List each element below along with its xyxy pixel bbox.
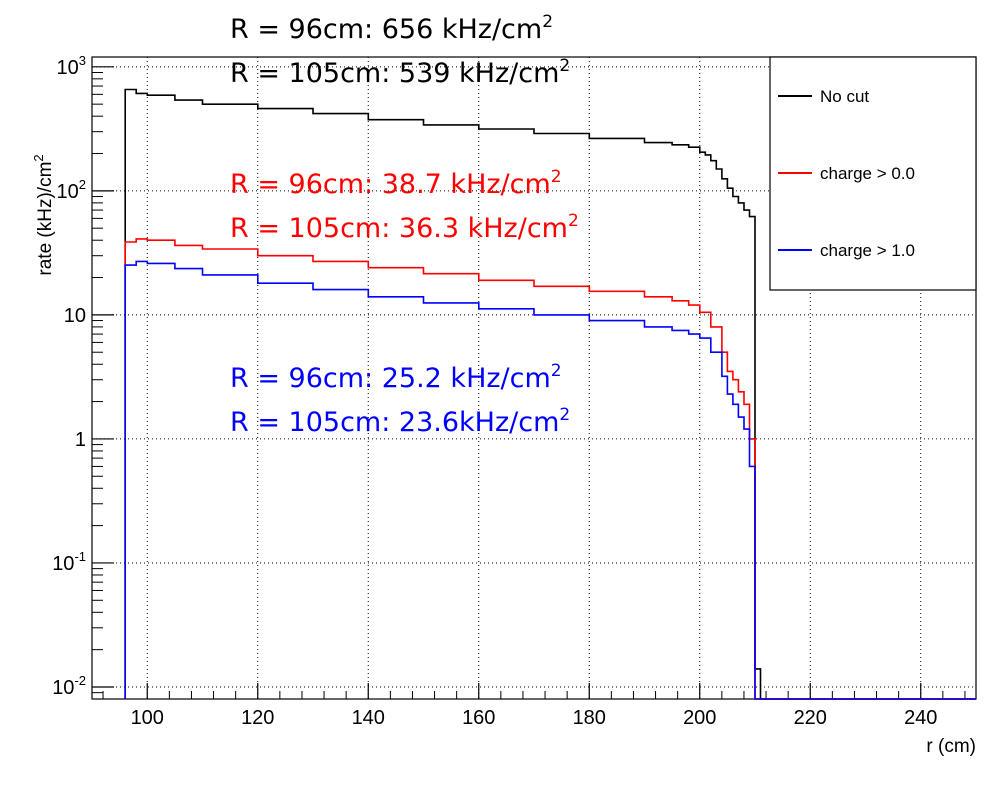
x-tick-label: 100 [131, 707, 164, 729]
annotation-text: R = 105cm: 36.3 kHz/cm2 [230, 211, 579, 244]
y-tick-label: 10 [64, 305, 86, 327]
annotation-main: R = 96cm: 25.2 kHz/cm [230, 363, 551, 394]
axis-ticks [92, 66, 966, 700]
series-line-0 [124, 88, 976, 700]
series-line-2 [124, 260, 976, 700]
legend: No cut charge > 0.0 charge > 1.0 [769, 56, 977, 291]
y-tick-base: 10 [64, 305, 86, 327]
y-tick-base: 10 [57, 57, 79, 79]
x-tick-label: 240 [904, 707, 937, 729]
legend-label: charge > 0.0 [820, 164, 915, 183]
x-tick-label: 200 [683, 707, 716, 729]
y-tick-base: 10 [57, 181, 79, 203]
annotation-sup: 2 [551, 361, 562, 381]
annotation-text: R = 105cm: 23.6kHz/cm2 [230, 405, 570, 438]
annotation-main: R = 105cm: 23.6kHz/cm [230, 407, 559, 438]
y-tick-label: 1 [75, 429, 86, 451]
annotation-text: R = 96cm: 25.2 kHz/cm2 [230, 361, 562, 394]
annotation-main: R = 105cm: 36.3 kHz/cm [230, 213, 568, 244]
y-tick-base: 1 [75, 429, 86, 451]
annotation-main: R = 96cm: 38.7 kHz/cm [230, 169, 551, 200]
y-tick-base: 10 [52, 553, 74, 575]
series-group [124, 88, 976, 700]
annotation-sup: 2 [559, 56, 570, 76]
x-tick-label: 160 [462, 707, 495, 729]
y-tick-exponent: 3 [79, 53, 86, 68]
y-axis-title-main: rate (kHz)/cm [35, 162, 56, 276]
annotation-main: R = 96cm: 656 kHz/cm [230, 14, 542, 45]
annotation-sup: 2 [568, 211, 579, 231]
x-tick-label: 140 [352, 707, 385, 729]
y-tick-label: 10-2 [52, 673, 86, 699]
annotation-text: R = 96cm: 656 kHz/cm2 [230, 12, 553, 45]
annotation-main: R = 105cm: 539 kHz/cm [230, 58, 559, 89]
x-tick-labels: 100 120 140 160 180 200 220 240 [131, 707, 938, 729]
annotation-text: R = 96cm: 38.7 kHz/cm2 [230, 167, 562, 200]
x-tick-label: 120 [241, 707, 274, 729]
y-axis-title: rate (kHz)/cm2 [31, 154, 56, 275]
legend-label: charge > 1.0 [820, 241, 915, 260]
y-tick-exponent: -2 [74, 673, 86, 688]
x-axis-title: r (cm) [926, 736, 976, 757]
y-tick-label: 10-1 [52, 549, 86, 575]
y-axis-title-sup: 2 [31, 154, 46, 161]
x-tick-label: 180 [573, 707, 606, 729]
annotation-sup: 2 [551, 167, 562, 187]
x-tick-label: 220 [794, 707, 827, 729]
series-line-1 [124, 238, 976, 700]
annotation-sup: 2 [542, 12, 553, 32]
y-tick-exponent: -1 [74, 549, 86, 564]
y-tick-exponent: 2 [79, 177, 86, 192]
annotation-text: R = 105cm: 539 kHz/cm2 [230, 56, 570, 89]
legend-label: No cut [820, 87, 869, 106]
y-tick-label: 103 [57, 53, 86, 79]
y-tick-label: 102 [57, 177, 86, 203]
annotation-sup: 2 [559, 405, 570, 425]
y-tick-base: 10 [52, 677, 74, 699]
